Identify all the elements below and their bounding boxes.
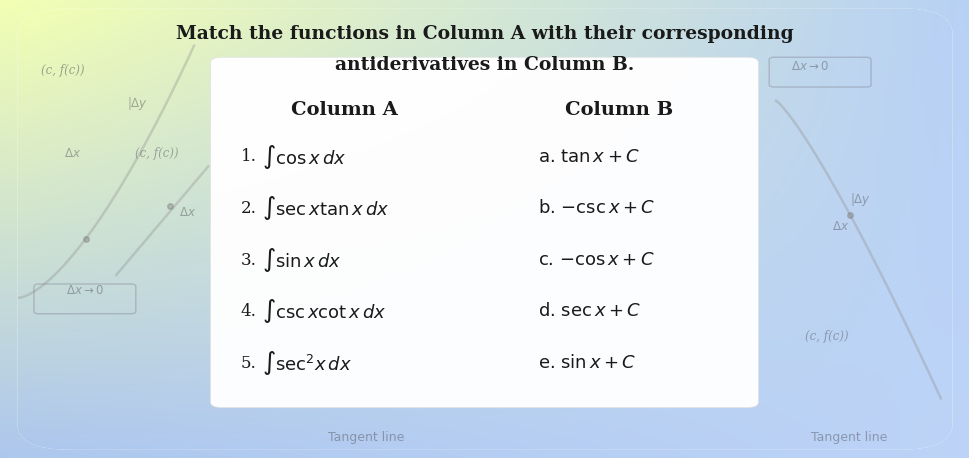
Text: antiderivatives in Column B.: antiderivatives in Column B. xyxy=(335,56,634,74)
Text: (c, f(c)): (c, f(c)) xyxy=(507,97,549,109)
Text: d. $\sec x + C$: d. $\sec x + C$ xyxy=(538,302,641,321)
Text: Tangent line: Tangent line xyxy=(810,431,886,444)
Text: 2.: 2. xyxy=(240,200,256,217)
Text: e. $\sin x + C$: e. $\sin x + C$ xyxy=(538,354,637,372)
Text: $\Delta x \to 0$: $\Delta x \to 0$ xyxy=(66,284,105,297)
Text: |$\Delta y$: |$\Delta y$ xyxy=(849,191,870,208)
Text: $\Delta x$: $\Delta x$ xyxy=(831,220,849,233)
Text: $\int \csc x \cot x\, dx$: $\int \csc x \cot x\, dx$ xyxy=(262,297,387,326)
FancyBboxPatch shape xyxy=(17,8,952,450)
Text: $\int \cos x\, dx$: $\int \cos x\, dx$ xyxy=(262,142,346,171)
Text: |$\Delta y$: |$\Delta y$ xyxy=(127,94,148,112)
Text: 3.: 3. xyxy=(240,251,256,269)
Text: $\int \sec x \tan x\, dx$: $\int \sec x \tan x\, dx$ xyxy=(262,194,389,223)
Text: 5.: 5. xyxy=(240,354,256,372)
Text: a. $\tan x + C$: a. $\tan x + C$ xyxy=(538,147,640,166)
Text: $\int \sec^2\!x\, dx$: $\int \sec^2\!x\, dx$ xyxy=(262,349,352,377)
Text: (c, f(c)): (c, f(c)) xyxy=(136,147,178,160)
Text: Column B: Column B xyxy=(564,101,672,119)
Text: 4.: 4. xyxy=(240,303,256,320)
Text: (c, f(c)): (c, f(c)) xyxy=(42,65,84,77)
Text: Tangent line: Tangent line xyxy=(328,431,404,444)
Text: $\Delta x$: $\Delta x$ xyxy=(178,207,196,219)
Text: $\Delta x \to 0$: $\Delta x \to 0$ xyxy=(790,60,828,73)
Text: $\int \sin x\, dx$: $\int \sin x\, dx$ xyxy=(262,246,341,274)
Text: Match the functions in Column A with their corresponding: Match the functions in Column A with the… xyxy=(176,25,793,44)
Text: c. $-\cos x + C$: c. $-\cos x + C$ xyxy=(538,251,655,269)
Text: $\Delta x$: $\Delta x$ xyxy=(64,147,81,160)
Text: 1.: 1. xyxy=(240,148,256,165)
Text: b. $-\csc x + C$: b. $-\csc x + C$ xyxy=(538,199,655,218)
FancyBboxPatch shape xyxy=(210,57,758,408)
Text: (c, f(c)): (c, f(c)) xyxy=(804,330,847,343)
Text: Column A: Column A xyxy=(291,101,397,119)
